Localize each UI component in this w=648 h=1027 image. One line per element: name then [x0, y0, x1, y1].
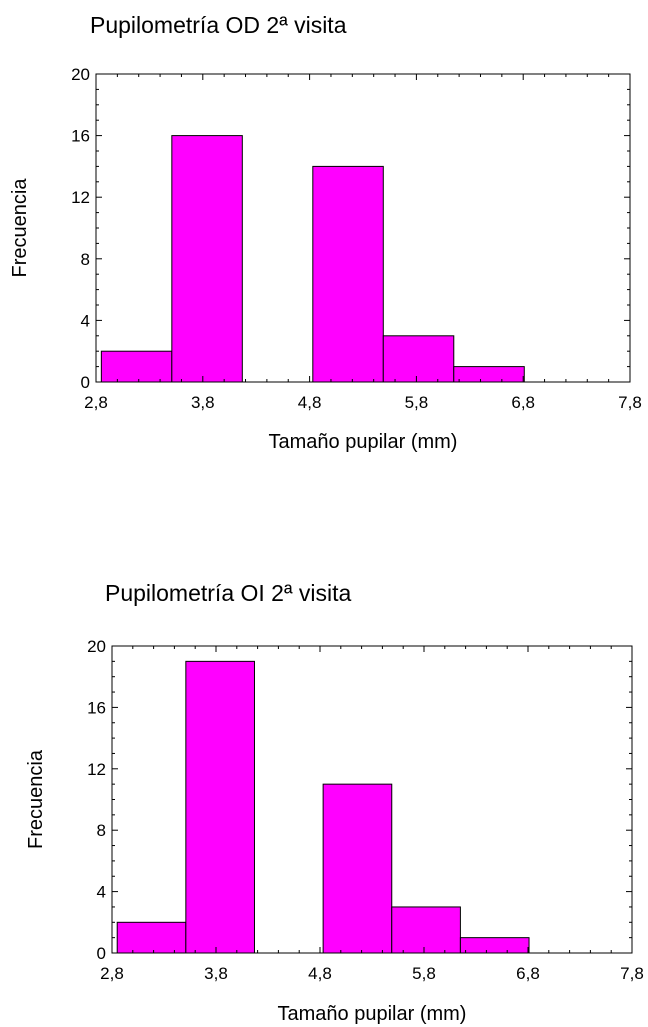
histogram-bar [100, 350, 173, 383]
histogram-bar [453, 366, 525, 383]
y-tick-label: 0 [97, 944, 106, 963]
y-tick-label: 8 [97, 821, 106, 840]
x-tick-label: 6,8 [511, 393, 535, 412]
histogram-bar [391, 906, 461, 954]
x-tick-label: 3,8 [204, 964, 228, 983]
y-tick-label: 12 [71, 188, 90, 207]
y-tick-label: 12 [87, 760, 106, 779]
histogram-bar [382, 335, 455, 383]
x-tick-label: 2,8 [100, 964, 124, 983]
y-tick-label: 8 [81, 250, 90, 269]
y-tick-label: 16 [71, 127, 90, 146]
x-tick-label: 4,8 [308, 964, 332, 983]
histogram-oi: Pupilometría OI 2ª visita 0 4 8 12 16 20 2,8 3,… [0, 568, 648, 1027]
x-tick-label: 7,8 [618, 393, 642, 412]
x-tick-label: 5,8 [405, 393, 429, 412]
histogram-oi-plot: 0 4 8 12 16 20 2,8 3,8 4,8 5,8 6,8 7,8 Tamaño pupila… [25, 637, 644, 1025]
y-axis-label: Frecuencia [9, 178, 31, 278]
x-tick-label: 5,8 [412, 964, 436, 983]
histogram-bar [116, 921, 187, 954]
y-tick-label: 20 [71, 65, 90, 84]
y-tick-label: 4 [81, 311, 90, 330]
x-tick-label: 3,8 [191, 393, 215, 412]
histogram-bar [459, 937, 530, 954]
y-tick-label: 20 [87, 637, 106, 656]
y-tick-label: 16 [87, 698, 106, 717]
histogram-bar [322, 783, 393, 954]
x-tick-label: 4,8 [298, 393, 322, 412]
chart-title: Pupilometría OD 2ª visita [90, 12, 347, 38]
y-tick-label: 4 [97, 883, 106, 902]
histogram-bar [171, 135, 243, 383]
histogram-bar [312, 165, 384, 383]
y-tick-label: 0 [81, 373, 90, 392]
histogram-od-plot: 0 4 8 12 16 20 2,8 3,8 4,8 5,8 6,8 7,8 Tamaño pupila… [9, 65, 642, 453]
histogram-od: Pupilometría OD 2ª visita 0 4 8 12 16 20 2,8 3,… [0, 0, 648, 500]
x-tick-label: 6,8 [516, 964, 540, 983]
chart-title: Pupilometría OI 2ª visita [105, 580, 352, 606]
y-axis-label: Frecuencia [25, 749, 47, 849]
x-tick-label: 2,8 [84, 393, 108, 412]
x-axis-label: Tamaño pupilar (mm) [278, 1003, 467, 1025]
histogram-bar [185, 660, 255, 954]
x-tick-label: 7,8 [620, 964, 644, 983]
x-axis-label: Tamaño pupilar (mm) [269, 431, 458, 453]
